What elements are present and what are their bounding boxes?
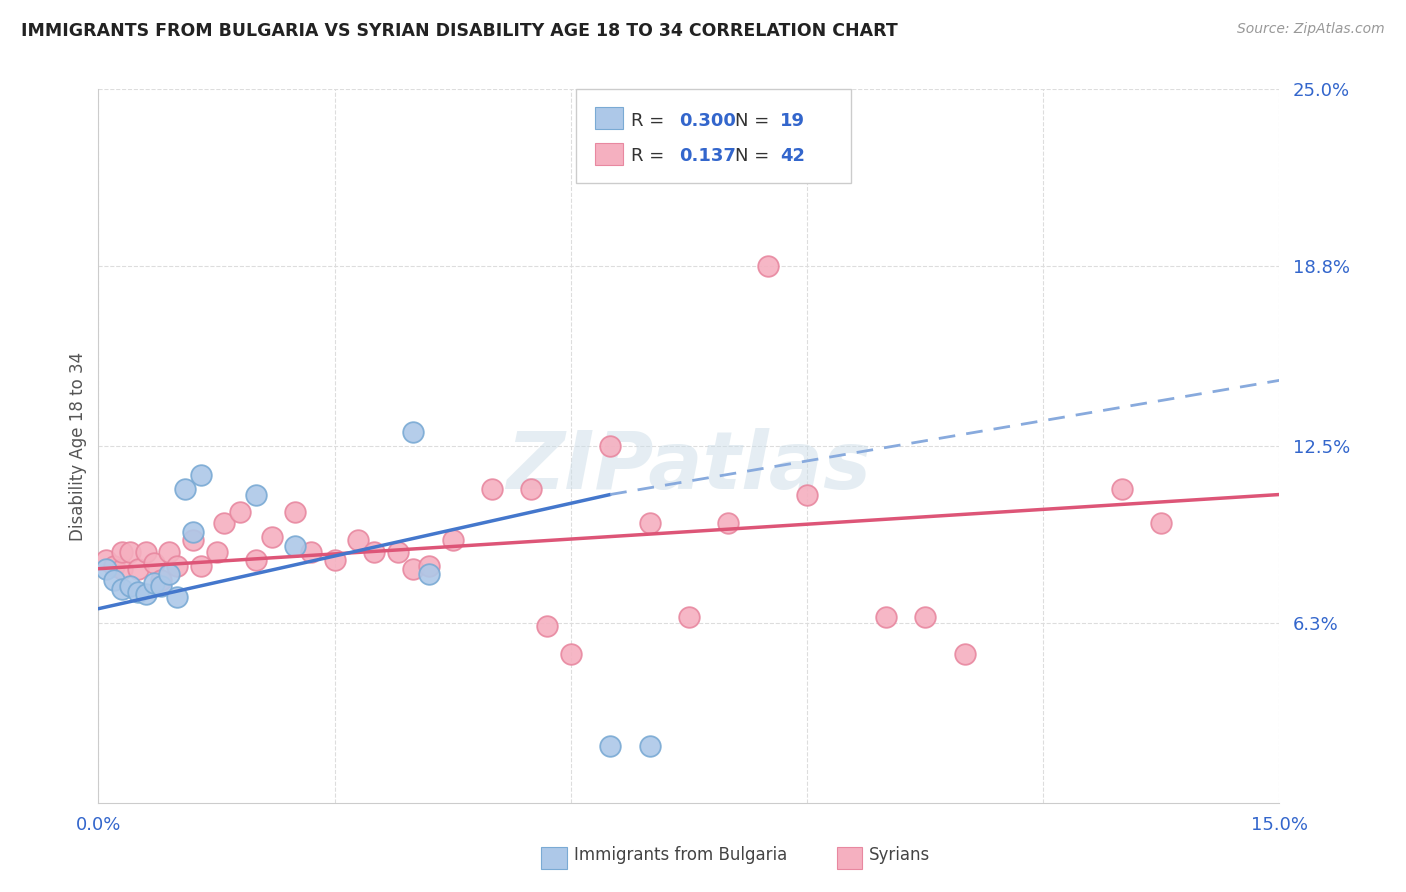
Point xyxy=(111,582,134,596)
Point xyxy=(387,544,409,558)
Point xyxy=(402,562,425,576)
Point xyxy=(717,516,740,530)
Point xyxy=(402,425,425,439)
Point xyxy=(481,482,503,496)
Point xyxy=(205,544,228,558)
Point xyxy=(111,562,134,576)
Point xyxy=(756,259,779,273)
Point xyxy=(181,524,204,539)
Text: N =: N = xyxy=(735,147,775,165)
Point xyxy=(245,553,267,567)
Text: 0.300: 0.300 xyxy=(679,112,735,129)
Point xyxy=(284,505,307,519)
Point xyxy=(1111,482,1133,496)
Text: R =: R = xyxy=(631,112,671,129)
Point xyxy=(127,562,149,576)
Text: Syrians: Syrians xyxy=(869,847,931,864)
Point xyxy=(599,739,621,753)
Text: N =: N = xyxy=(735,112,775,129)
Point xyxy=(953,648,976,662)
Point xyxy=(190,558,212,573)
Point xyxy=(96,553,118,567)
Point xyxy=(229,505,252,519)
Point xyxy=(441,533,464,548)
Text: IMMIGRANTS FROM BULGARIA VS SYRIAN DISABILITY AGE 18 TO 34 CORRELATION CHART: IMMIGRANTS FROM BULGARIA VS SYRIAN DISAB… xyxy=(21,22,898,40)
Point xyxy=(166,558,188,573)
Point xyxy=(796,487,818,501)
Point xyxy=(560,648,582,662)
Point xyxy=(157,567,180,582)
Point xyxy=(418,558,440,573)
Point xyxy=(135,544,157,558)
Point xyxy=(1150,516,1173,530)
Text: 19: 19 xyxy=(780,112,806,129)
Point xyxy=(150,579,173,593)
Point xyxy=(284,539,307,553)
Point xyxy=(190,467,212,482)
Point xyxy=(678,610,700,624)
Point xyxy=(103,573,125,587)
Point xyxy=(638,739,661,753)
Text: Immigrants from Bulgaria: Immigrants from Bulgaria xyxy=(574,847,787,864)
Point xyxy=(299,544,322,558)
Point xyxy=(418,567,440,582)
Text: 42: 42 xyxy=(780,147,806,165)
Point xyxy=(323,553,346,567)
Point xyxy=(150,573,173,587)
Point xyxy=(875,610,897,624)
Text: R =: R = xyxy=(631,147,676,165)
Point xyxy=(103,558,125,573)
Point xyxy=(638,516,661,530)
Point xyxy=(181,533,204,548)
Point xyxy=(260,530,283,544)
Point xyxy=(118,579,141,593)
Point xyxy=(214,516,236,530)
Point xyxy=(245,487,267,501)
Point xyxy=(599,439,621,453)
Point xyxy=(363,544,385,558)
Point xyxy=(536,619,558,633)
Point xyxy=(157,544,180,558)
Point xyxy=(96,562,118,576)
Point xyxy=(914,610,936,624)
Text: ZIPatlas: ZIPatlas xyxy=(506,428,872,507)
Point xyxy=(166,591,188,605)
Point xyxy=(118,544,141,558)
Text: 0.137: 0.137 xyxy=(679,147,735,165)
Point xyxy=(135,587,157,601)
Y-axis label: Disability Age 18 to 34: Disability Age 18 to 34 xyxy=(69,351,87,541)
Text: Source: ZipAtlas.com: Source: ZipAtlas.com xyxy=(1237,22,1385,37)
Point xyxy=(142,576,165,591)
Point xyxy=(520,482,543,496)
Point xyxy=(347,533,370,548)
Point xyxy=(127,584,149,599)
Point xyxy=(174,482,197,496)
Point xyxy=(142,556,165,570)
Point xyxy=(111,544,134,558)
